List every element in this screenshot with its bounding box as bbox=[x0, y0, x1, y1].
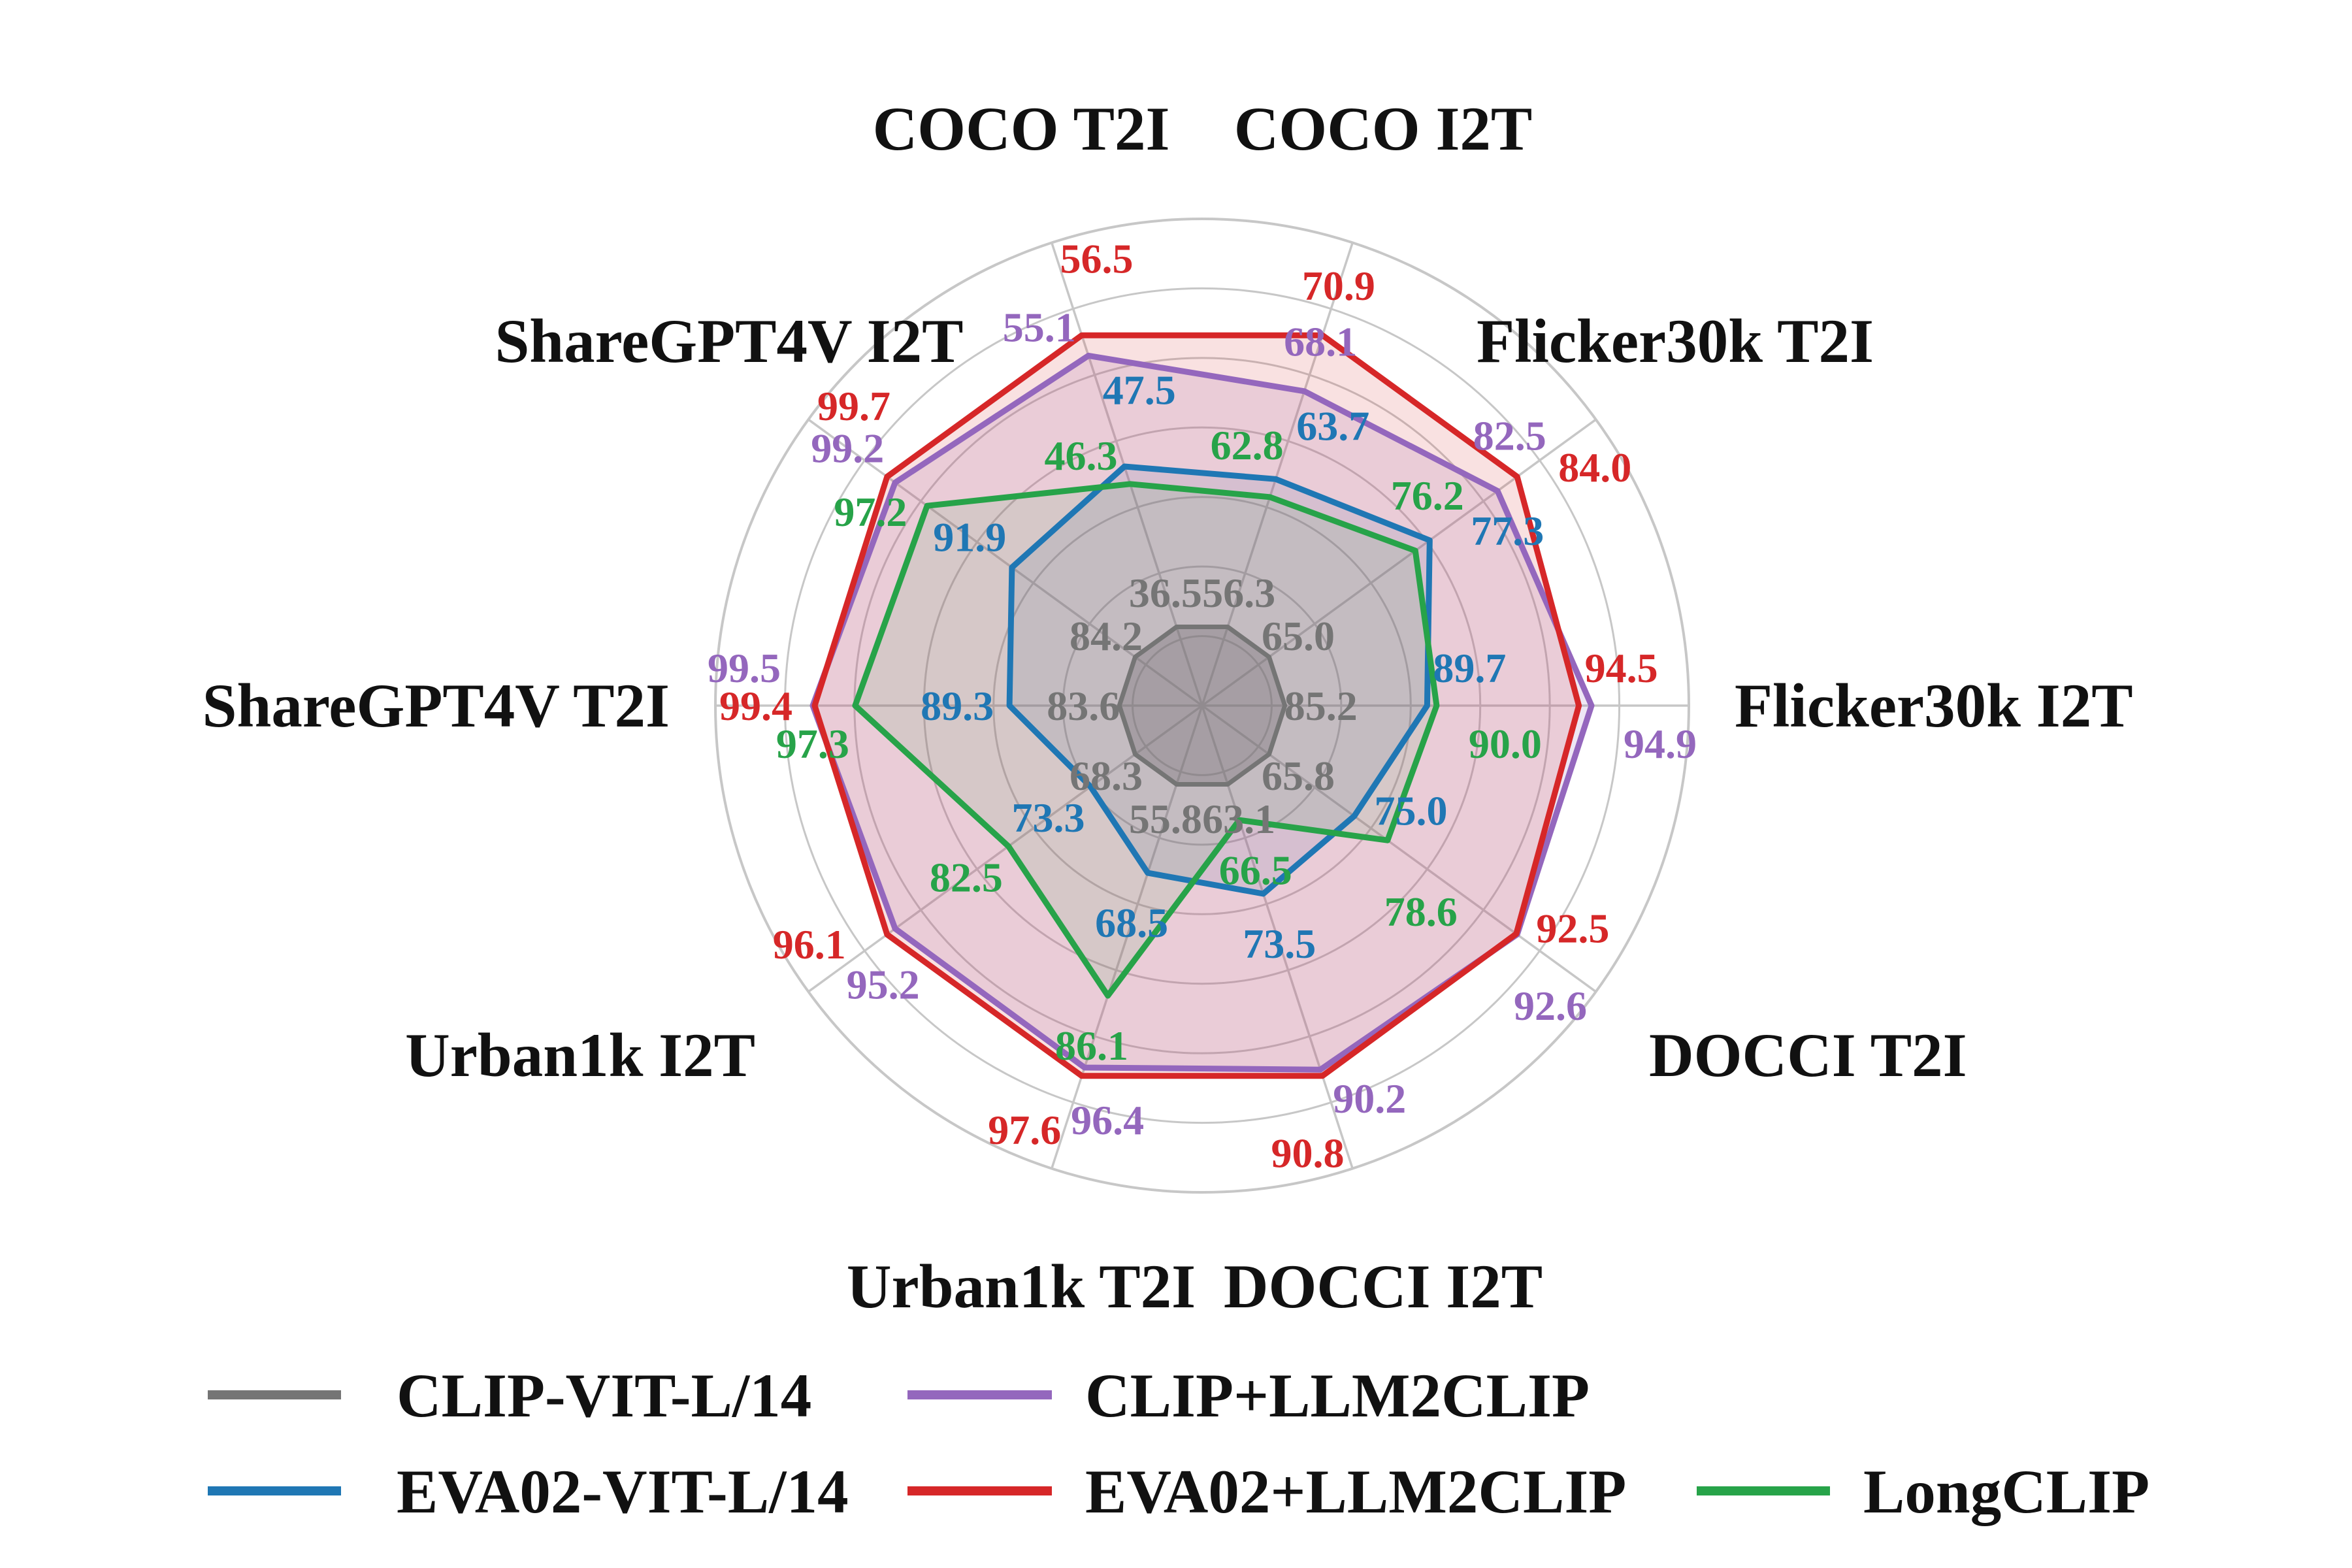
series-fill-EVA02-VIT-L/14 bbox=[1009, 466, 1430, 894]
value-label: 90.2 bbox=[1333, 1075, 1406, 1122]
legend-label-clip-llm2clip: CLIP+LLM2CLIP bbox=[1085, 1361, 1590, 1430]
series-outline-EVA02+LLM2CLIP bbox=[811, 332, 1582, 1079]
value-label: 63.7 bbox=[1296, 402, 1369, 449]
value-label: 73.3 bbox=[1012, 794, 1085, 841]
series-outline-EVA02-VIT-L/14 bbox=[1006, 463, 1433, 897]
value-label: 62.8 bbox=[1211, 422, 1284, 468]
axis-title: Urban1k T2I bbox=[847, 1252, 1196, 1321]
value-label: 96.4 bbox=[1071, 1097, 1144, 1143]
axis-title: DOCCI T2I bbox=[1649, 1021, 1967, 1090]
value-label: 36.5 bbox=[1129, 570, 1202, 616]
value-label: 89.7 bbox=[1433, 645, 1506, 691]
axis-title: COCO T2I bbox=[873, 94, 1170, 163]
value-label: 55.8 bbox=[1129, 796, 1202, 842]
value-label: 68.5 bbox=[1095, 900, 1168, 946]
value-label: 84.2 bbox=[1070, 613, 1143, 659]
series-polygons bbox=[809, 332, 1595, 1079]
value-label: 82.5 bbox=[930, 854, 1003, 900]
series-fill-LongCLIP bbox=[855, 483, 1437, 996]
value-label: 85.2 bbox=[1284, 683, 1358, 729]
axis-title: ShareGPT4V T2I bbox=[203, 671, 670, 740]
value-label: 90.8 bbox=[1271, 1130, 1345, 1177]
series-outline-LongCLIP bbox=[852, 481, 1440, 999]
value-label: 75.0 bbox=[1375, 787, 1448, 834]
value-label: 78.6 bbox=[1384, 889, 1458, 935]
value-label: 97.6 bbox=[988, 1107, 1061, 1153]
axis-title: Urban1k I2T bbox=[405, 1021, 755, 1090]
value-label: 92.6 bbox=[1514, 983, 1587, 1029]
value-label: 97.2 bbox=[834, 489, 907, 535]
value-label: 94.9 bbox=[1624, 721, 1697, 767]
value-label: 94.5 bbox=[1585, 645, 1658, 691]
axis-title: COCO I2T bbox=[1234, 94, 1533, 163]
value-label: 63.1 bbox=[1202, 796, 1275, 842]
axis-title: Flicker30k I2T bbox=[1735, 671, 2133, 740]
value-label: 65.0 bbox=[1262, 613, 1335, 659]
value-label: 68.1 bbox=[1284, 319, 1357, 365]
legend-label-clip-vit-l14: CLIP-VIT-L/14 bbox=[397, 1361, 811, 1430]
axis-title: Flicker30k T2I bbox=[1477, 306, 1874, 376]
value-label: 99.2 bbox=[811, 425, 884, 472]
value-labels: 36.5 47.5 55.1 56.5 46.3 56.3 63.7 68.1 70.9 62.8… bbox=[708, 235, 1697, 1176]
legend: CLIP-VIT-L/14 EVA02-VIT-L/14 CLIP+LLM2CL… bbox=[208, 1361, 2149, 1526]
series-fill-EVA02+LLM2CLIP bbox=[815, 335, 1579, 1076]
value-label: 68.3 bbox=[1070, 753, 1143, 799]
value-label: 70.9 bbox=[1302, 263, 1375, 309]
value-label: 83.6 bbox=[1047, 683, 1120, 729]
value-label: 97.3 bbox=[776, 721, 849, 767]
series-fill-CLIP-VIT-L/14 bbox=[1119, 627, 1285, 785]
value-label: 66.5 bbox=[1219, 847, 1292, 893]
value-label: 73.5 bbox=[1243, 921, 1316, 967]
value-label: 99.5 bbox=[708, 645, 781, 691]
value-label: 47.5 bbox=[1103, 367, 1176, 413]
value-label: 65.8 bbox=[1262, 753, 1335, 799]
series-outline-CLIP-VIT-L/14 bbox=[1117, 625, 1288, 787]
value-label: 96.1 bbox=[773, 921, 846, 968]
value-label: 82.5 bbox=[1473, 412, 1546, 459]
value-label: 46.3 bbox=[1045, 433, 1118, 479]
value-label: 76.2 bbox=[1391, 472, 1464, 519]
value-label: 99.7 bbox=[817, 383, 890, 429]
axis-title: DOCCI I2T bbox=[1224, 1252, 1543, 1321]
value-label: 92.5 bbox=[1536, 906, 1609, 952]
value-label: 95.2 bbox=[847, 962, 920, 1008]
legend-label-eva02-vit-l14: EVA02-VIT-L/14 bbox=[397, 1457, 849, 1526]
value-label: 56.5 bbox=[1060, 235, 1134, 282]
axis-titles: COCO T2I COCO I2T Flicker30k T2I Flicker30k… bbox=[203, 94, 2133, 1321]
value-label: 84.0 bbox=[1558, 444, 1631, 491]
series-fill-CLIP+LLM2CLIP bbox=[813, 355, 1592, 1070]
value-label: 89.3 bbox=[921, 683, 994, 729]
value-label: 86.1 bbox=[1055, 1022, 1128, 1069]
value-label: 77.3 bbox=[1471, 508, 1544, 554]
legend-label-longclip: LongCLIP bbox=[1863, 1457, 2149, 1526]
axis-title: ShareGPT4V I2T bbox=[495, 306, 963, 376]
value-label: 55.1 bbox=[1003, 304, 1076, 351]
legend-label-eva02-llm2clip: EVA02+LLM2CLIP bbox=[1085, 1457, 1626, 1526]
value-label: 90.0 bbox=[1469, 721, 1542, 767]
value-label: 91.9 bbox=[933, 514, 1006, 561]
value-label: 99.4 bbox=[719, 683, 792, 729]
value-label: 56.3 bbox=[1202, 570, 1275, 616]
